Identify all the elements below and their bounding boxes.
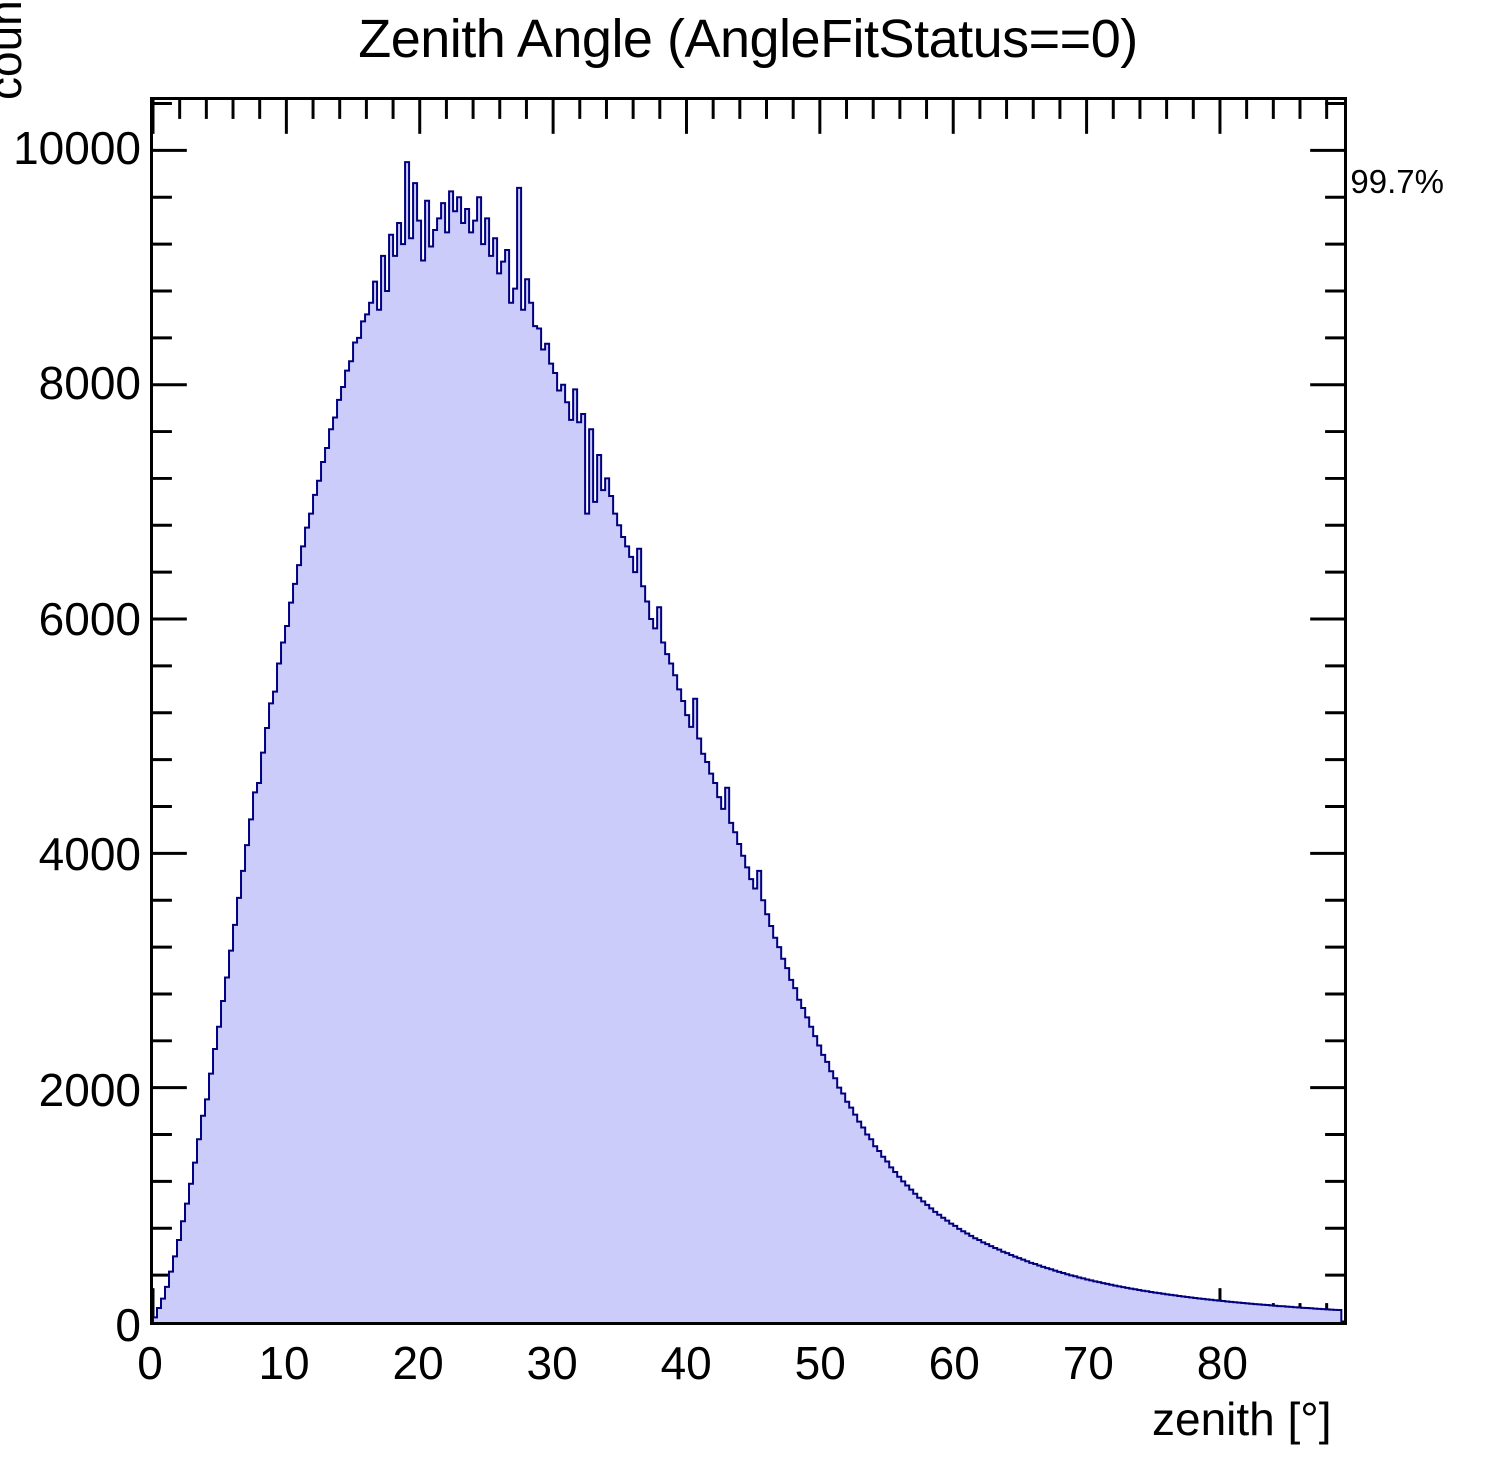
x-tick-label: 20 xyxy=(392,1337,444,1389)
x-tick-label: 60 xyxy=(928,1337,980,1389)
x-tick-label: 80 xyxy=(1196,1337,1248,1389)
plot-frame xyxy=(150,97,1347,1325)
x-axis-title: zenith [°] xyxy=(1152,1393,1332,1445)
histogram-plot xyxy=(153,100,1344,1322)
x-tick-label: 70 xyxy=(1062,1337,1114,1389)
x-tick-label: 40 xyxy=(660,1337,712,1389)
y-tick-label: 10000 xyxy=(13,121,141,174)
y-tick-label: 0 xyxy=(115,1299,141,1351)
y-tick-label: 8000 xyxy=(38,357,141,410)
histogram-fill xyxy=(153,162,1342,1322)
y-tick-label: 2000 xyxy=(38,1063,141,1116)
chart-title: Zenith Angle (AngleFitStatus==0) xyxy=(358,9,1138,69)
x-tick-label: 30 xyxy=(526,1337,578,1389)
y-axis-title: count xyxy=(0,0,31,100)
histogram-outline xyxy=(153,162,1341,1322)
y-tick-label: 6000 xyxy=(38,592,141,645)
x-tick-label: 10 xyxy=(258,1337,310,1389)
x-tick-label: 50 xyxy=(794,1337,846,1389)
x-tick-label: 0 xyxy=(137,1337,163,1389)
y-tick-label: 4000 xyxy=(38,828,141,881)
